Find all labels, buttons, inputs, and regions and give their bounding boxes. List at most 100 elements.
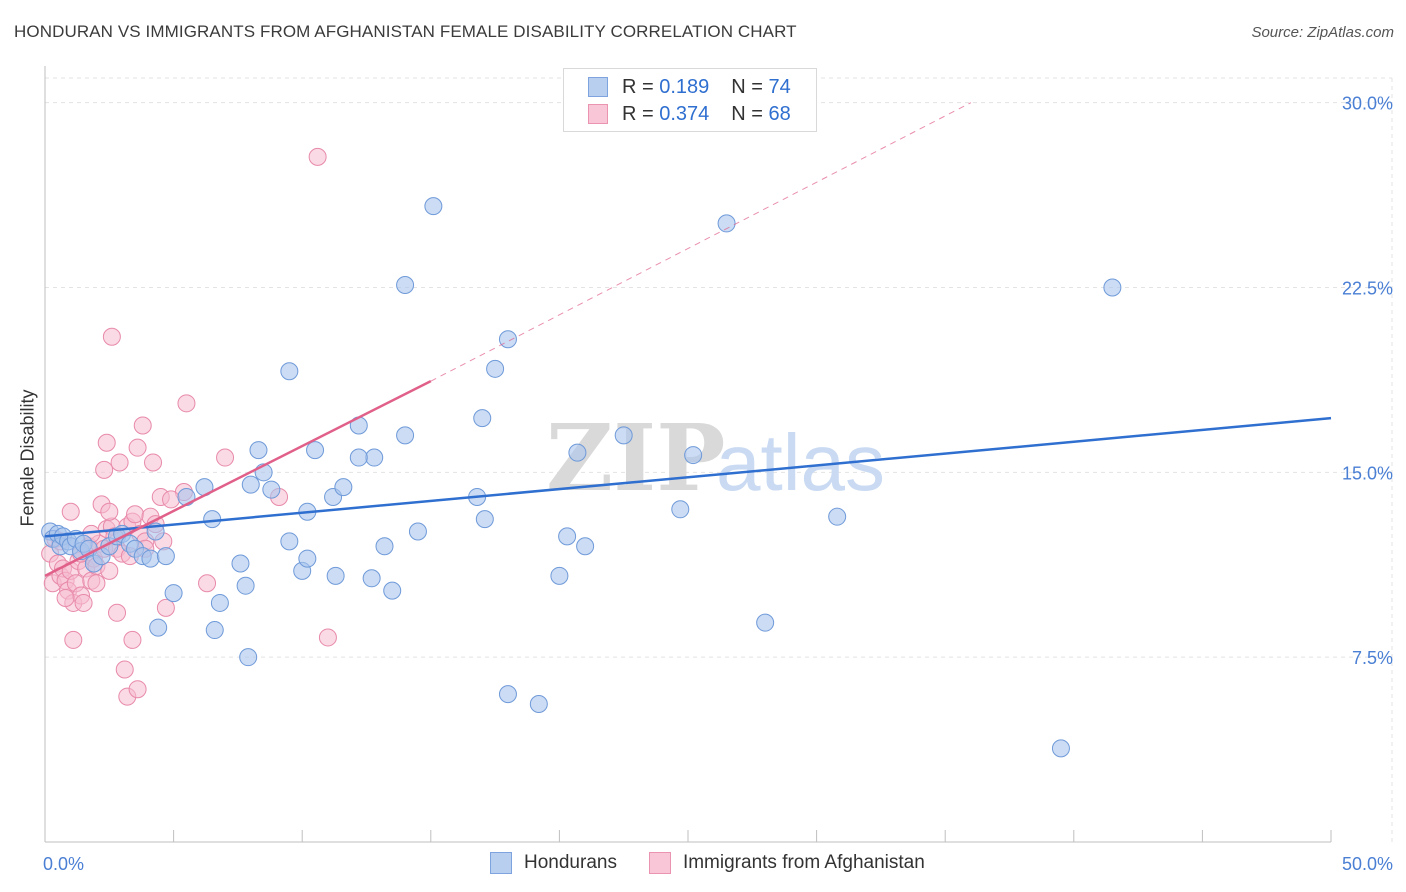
honduran-point — [396, 276, 415, 295]
afghan-point — [144, 453, 163, 472]
honduran-point — [141, 549, 160, 568]
legend-swatch-afghan — [648, 852, 671, 874]
afghan-trend-extension — [430, 102, 972, 382]
honduran-point — [486, 359, 505, 378]
honduran-point — [298, 549, 317, 568]
afghan-point — [97, 433, 116, 452]
honduran-point — [375, 537, 394, 556]
honduran-point — [396, 426, 415, 445]
afghan-point — [123, 630, 142, 649]
honduran-point — [756, 613, 775, 632]
honduran-point — [203, 510, 222, 529]
y-tick-label: 30.0% — [1342, 94, 1393, 114]
watermark: ZIP atlas — [546, 404, 885, 512]
series-legend: Hondurans Immigrants from Afghanistan — [490, 852, 957, 874]
legend-n-value-hondurans: 74 — [768, 75, 791, 98]
legend-label-hondurans: Hondurans — [524, 852, 617, 873]
y-tick-label: 15.0% — [1342, 463, 1393, 483]
afghan-point — [61, 502, 80, 521]
afghan-point — [128, 680, 147, 699]
honduran-point — [529, 694, 548, 713]
afghan-point — [108, 603, 127, 622]
legend-r-value-hondurans: 0.189 — [659, 75, 710, 98]
legend-n-label: N = — [731, 102, 763, 125]
honduran-point — [164, 584, 183, 603]
y-axis-label: Female Disability — [17, 389, 38, 527]
afghan-point — [56, 589, 75, 608]
honduran-point — [365, 448, 384, 467]
honduran-point — [362, 569, 381, 588]
honduran-point — [473, 409, 492, 428]
honduran-point — [684, 446, 703, 465]
honduran-point — [576, 537, 595, 556]
x-tick-label-min: 0.0% — [43, 854, 84, 874]
honduran-point — [671, 500, 690, 519]
tick-labels: 7.5% 15.0% 22.5% 30.0% 0.0% 50.0% — [43, 94, 1393, 874]
honduran-point — [828, 507, 847, 526]
honduran-point — [498, 685, 517, 704]
honduran-point — [550, 566, 569, 585]
afghan-point — [177, 394, 196, 413]
honduran-point — [349, 448, 368, 467]
honduran-point — [249, 441, 268, 460]
legend-swatch-hondurans — [588, 77, 608, 97]
legend-n-value-afghan: 68 — [768, 102, 791, 125]
hondurans-trend-line — [44, 416, 1332, 538]
legend-swatch-afghan — [588, 104, 608, 124]
legend-r-label: R = — [622, 102, 654, 125]
honduran-point — [231, 554, 250, 573]
honduran-point — [408, 522, 427, 541]
afghan-point — [74, 593, 93, 612]
honduran-point — [614, 426, 633, 445]
x-tick-label-max: 50.0% — [1342, 854, 1393, 874]
afghan-point — [100, 502, 119, 521]
honduran-point — [383, 581, 402, 600]
honduran-point — [558, 527, 577, 546]
honduran-point — [717, 214, 736, 233]
legend-item-hondurans[interactable]: Hondurans — [490, 852, 617, 874]
legend-r-value-afghan: 0.374 — [659, 102, 710, 125]
source-label: Source: ZipAtlas.com — [1251, 24, 1394, 41]
legend-row-hondurans: R = 0.189 N = 74 — [588, 75, 791, 99]
afghan-point — [95, 460, 114, 479]
afghan-point — [133, 416, 152, 435]
afghan-point — [87, 574, 106, 593]
trend-lines — [44, 102, 1332, 577]
honduran-point — [568, 443, 587, 462]
honduran-point — [210, 593, 229, 612]
series-hondurans-points — [41, 197, 1122, 758]
afghan-point — [318, 628, 337, 647]
honduran-point — [306, 441, 325, 460]
afghan-point — [100, 561, 119, 580]
afghan-point — [128, 438, 147, 457]
honduran-point — [177, 487, 196, 506]
honduran-point — [156, 547, 175, 566]
honduran-point — [262, 480, 281, 499]
legend-row-afghan: R = 0.374 N = 68 — [588, 102, 791, 126]
honduran-point — [326, 566, 345, 585]
honduran-point — [205, 621, 224, 640]
honduran-point — [236, 576, 255, 595]
honduran-point — [334, 478, 353, 497]
afghan-point — [198, 574, 217, 593]
afghan-point — [308, 147, 327, 166]
afghan-point — [216, 448, 235, 467]
legend-item-afghan[interactable]: Immigrants from Afghanistan — [648, 852, 925, 874]
y-tick-label: 7.5% — [1352, 648, 1393, 668]
honduran-point — [149, 618, 168, 637]
chart-title: HONDURAN VS IMMIGRANTS FROM AFGHANISTAN … — [14, 22, 797, 41]
honduran-point — [280, 532, 299, 551]
honduran-point — [280, 362, 299, 381]
honduran-point — [1103, 278, 1122, 297]
afghan-point — [162, 490, 181, 509]
honduran-point — [1051, 739, 1070, 758]
afghan-point — [115, 660, 134, 679]
legend-n-label: N = — [731, 75, 763, 98]
afghan-trend-line — [44, 380, 432, 577]
honduran-point — [475, 510, 494, 529]
y-tick-label: 22.5% — [1342, 278, 1393, 298]
honduran-point — [239, 648, 258, 667]
legend-swatch-hondurans — [490, 852, 512, 874]
legend-label-afghan: Immigrants from Afghanistan — [682, 852, 925, 873]
